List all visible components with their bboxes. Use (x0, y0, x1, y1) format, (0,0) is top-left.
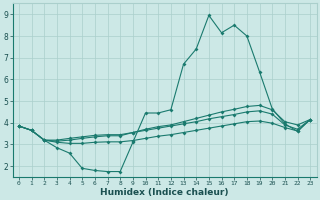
X-axis label: Humidex (Indice chaleur): Humidex (Indice chaleur) (100, 188, 229, 197)
